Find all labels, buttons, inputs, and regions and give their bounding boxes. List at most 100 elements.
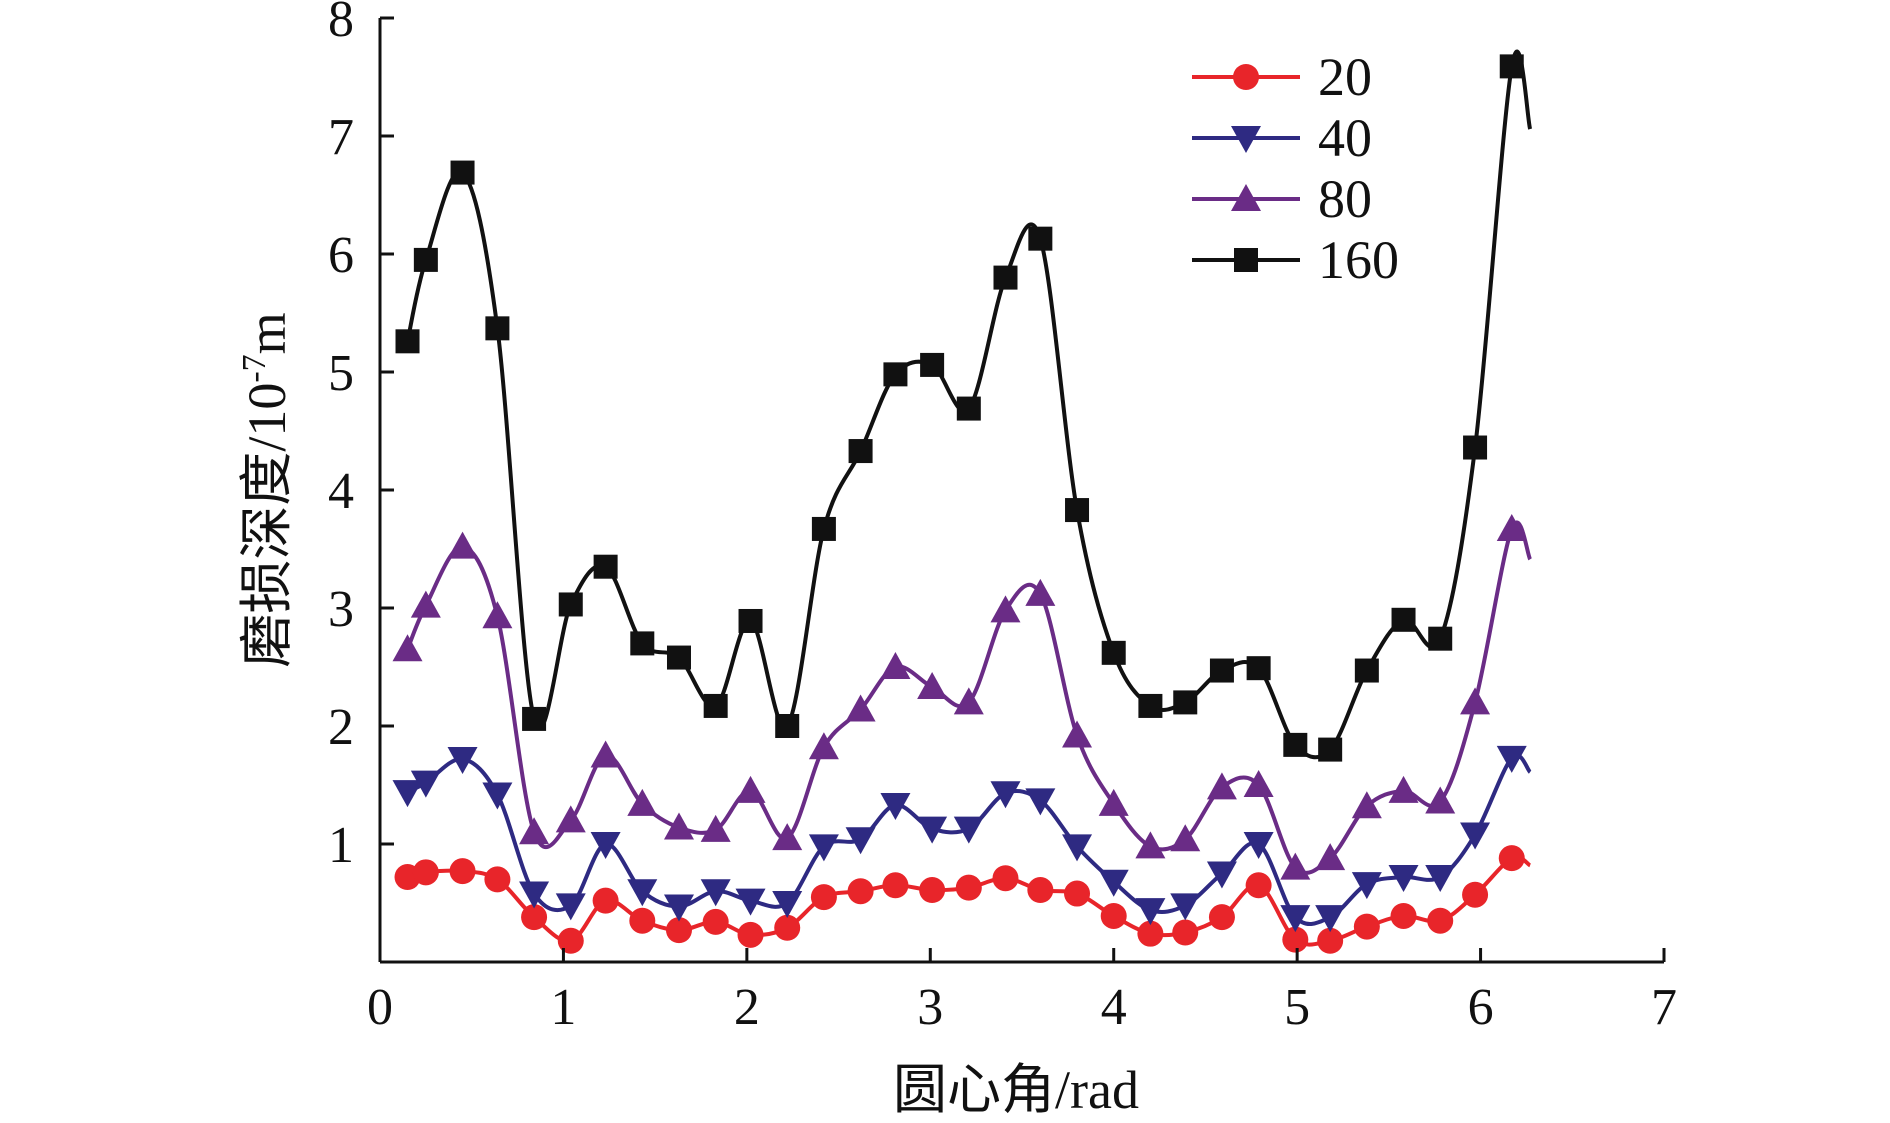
data-point-80 (1496, 513, 1527, 541)
data-point-40 (1315, 905, 1346, 933)
data-point-80 (1315, 843, 1346, 871)
data-point-160 (558, 592, 583, 617)
data-point-80 (1206, 772, 1237, 800)
data-point-160 (1354, 658, 1379, 683)
data-point-20 (1100, 902, 1127, 929)
y-axis-title: 磨损深度/10-7m (236, 312, 297, 667)
data-point-80 (519, 817, 550, 845)
data-point-160 (450, 160, 475, 185)
data-point-160 (395, 329, 420, 354)
data-point-20 (919, 877, 946, 904)
data-point-80 (808, 732, 839, 760)
data-point-160 (522, 706, 547, 731)
data-point-80 (663, 812, 694, 840)
data-point-40 (663, 894, 694, 922)
data-point-40 (1460, 822, 1491, 850)
x-axis-title: 圆心角/rad (893, 1060, 1139, 1120)
data-point-40 (1170, 893, 1201, 921)
data-point-20 (412, 859, 439, 886)
data-point-40 (700, 879, 731, 907)
data-point-40 (590, 832, 621, 859)
data-point-20 (1427, 907, 1454, 934)
data-point-40 (627, 879, 658, 907)
x-tick-label: 1 (550, 979, 576, 1036)
data-point-20 (449, 858, 476, 885)
legend-marker-40 (1231, 126, 1261, 153)
data-point-40 (1243, 832, 1274, 859)
data-point-160 (993, 265, 1018, 290)
data-point-40 (1098, 869, 1129, 897)
data-point-160 (1028, 226, 1053, 251)
data-point-160 (920, 352, 945, 377)
data-point-80 (700, 814, 731, 842)
y-tick-label: 2 (328, 699, 354, 756)
data-point-160 (1318, 737, 1343, 762)
data-point-80 (990, 595, 1021, 623)
data-point-40 (880, 793, 911, 821)
data-point-40 (555, 893, 586, 921)
y-tick-label: 3 (328, 581, 354, 638)
y-axis-title-unit: m (237, 312, 297, 354)
data-point-40 (1425, 865, 1456, 893)
data-point-20 (1498, 845, 1525, 872)
data-point-40 (1351, 872, 1382, 900)
x-tick-label: 4 (1101, 979, 1127, 1036)
data-point-20 (592, 887, 619, 914)
data-point-40 (953, 816, 984, 844)
data-point-20 (1353, 913, 1380, 940)
y-tick-label: 4 (328, 463, 354, 520)
data-point-80 (555, 805, 586, 833)
data-point-80 (392, 634, 423, 662)
data-point-80 (1460, 687, 1491, 715)
data-point-80 (1243, 770, 1274, 797)
data-point-80 (845, 694, 876, 722)
data-point-20 (955, 874, 982, 901)
data-point-160 (1173, 690, 1198, 715)
data-point-40 (1388, 865, 1419, 893)
data-point-40 (735, 888, 766, 916)
data-point-20 (484, 866, 511, 893)
data-point-40 (482, 782, 513, 810)
legend-marker-20 (1233, 64, 1259, 90)
data-point-20 (1208, 904, 1235, 931)
data-point-20 (1137, 920, 1164, 947)
data-point-160 (1101, 640, 1126, 665)
data-point-40 (1025, 788, 1056, 816)
data-point-40 (808, 834, 839, 862)
y-axis-title-exponent: -7 (236, 354, 273, 382)
data-point-80 (735, 775, 766, 803)
x-tick-label: 2 (734, 979, 760, 1036)
x-tick-label: 3 (917, 979, 943, 1036)
data-point-20 (882, 872, 909, 899)
data-point-80 (880, 652, 911, 679)
data-point-80 (1425, 786, 1456, 814)
data-point-20 (702, 908, 729, 935)
data-point-40 (1496, 745, 1527, 773)
data-point-160 (883, 362, 908, 387)
data-point-20 (665, 917, 692, 944)
data-point-160 (485, 316, 510, 341)
data-point-160 (1209, 658, 1234, 683)
data-point-40 (1062, 834, 1093, 862)
data-point-160 (703, 693, 728, 718)
data-point-160 (1463, 435, 1488, 460)
data-point-40 (990, 781, 1021, 809)
data-point-80 (1062, 720, 1093, 748)
data-point-40 (447, 747, 478, 775)
data-point-20 (1390, 902, 1417, 929)
y-tick-label: 7 (328, 109, 354, 166)
data-point-20 (557, 927, 584, 954)
data-point-40 (392, 780, 423, 808)
data-point-20 (992, 865, 1019, 892)
data-point-20 (1462, 881, 1489, 908)
data-point-20 (1064, 880, 1091, 907)
data-point-80 (1025, 578, 1056, 606)
legend-marker-160 (1234, 248, 1258, 272)
data-point-80 (447, 531, 478, 559)
data-point-20 (737, 921, 764, 948)
data-point-160 (1283, 732, 1308, 757)
y-tick-label: 8 (328, 0, 354, 48)
data-point-20 (1245, 872, 1272, 899)
axis-ticks (378, 16, 1666, 962)
